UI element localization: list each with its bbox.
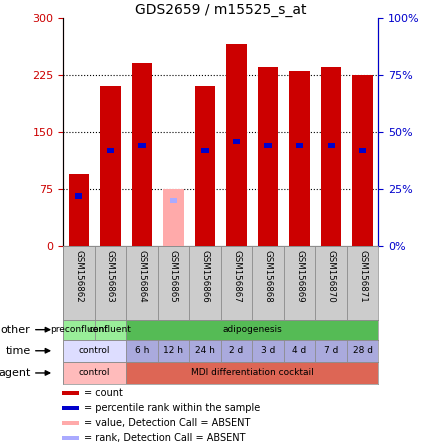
- Bar: [352, 75, 372, 246]
- Text: GSM156864: GSM156864: [137, 250, 146, 303]
- Bar: [63, 362, 126, 384]
- Text: 12 h: 12 h: [163, 346, 183, 355]
- Text: = count: = count: [84, 388, 123, 398]
- Text: = percentile rank within the sample: = percentile rank within the sample: [84, 403, 260, 413]
- Bar: [252, 340, 283, 362]
- Bar: [226, 44, 246, 246]
- Bar: [315, 246, 346, 320]
- Bar: [320, 67, 341, 246]
- Bar: [283, 246, 315, 320]
- Text: 2 d: 2 d: [229, 346, 243, 355]
- Bar: [346, 340, 378, 362]
- Bar: [163, 189, 183, 246]
- Text: 6 h: 6 h: [135, 346, 149, 355]
- Text: 24 h: 24 h: [194, 346, 214, 355]
- Text: other: other: [1, 325, 30, 335]
- Text: time: time: [5, 346, 30, 356]
- Text: adipogenesis: adipogenesis: [222, 325, 282, 334]
- Text: GSM156866: GSM156866: [200, 250, 209, 303]
- Bar: [194, 86, 215, 246]
- Bar: [233, 139, 240, 144]
- Bar: [62, 421, 79, 424]
- Bar: [201, 148, 208, 153]
- Text: GSM156863: GSM156863: [105, 250, 115, 303]
- Bar: [126, 246, 157, 320]
- Bar: [327, 143, 334, 148]
- Text: control: control: [79, 346, 110, 355]
- Text: control: control: [79, 369, 110, 377]
- Text: GSM156869: GSM156869: [294, 250, 303, 303]
- Text: GSM156865: GSM156865: [168, 250, 178, 303]
- Bar: [358, 148, 365, 153]
- Text: GSM156867: GSM156867: [231, 250, 240, 303]
- Bar: [126, 362, 378, 384]
- Text: 28 d: 28 d: [352, 346, 372, 355]
- Bar: [315, 340, 346, 362]
- Bar: [63, 246, 95, 320]
- Bar: [252, 246, 283, 320]
- Text: MDI differentiation cocktail: MDI differentiation cocktail: [191, 369, 313, 377]
- Bar: [62, 392, 79, 395]
- Bar: [283, 340, 315, 362]
- Bar: [189, 246, 220, 320]
- Bar: [157, 340, 189, 362]
- Bar: [126, 320, 378, 340]
- Text: GSM156870: GSM156870: [326, 250, 335, 303]
- Text: GSM156871: GSM156871: [357, 250, 366, 303]
- Bar: [62, 406, 79, 410]
- Bar: [220, 246, 252, 320]
- Bar: [63, 320, 95, 340]
- Bar: [157, 246, 189, 320]
- Text: confluent: confluent: [89, 325, 132, 334]
- Bar: [62, 436, 79, 440]
- Text: GSM156862: GSM156862: [74, 250, 83, 303]
- Bar: [220, 340, 252, 362]
- Text: 7 d: 7 d: [323, 346, 338, 355]
- Text: preconfluent: preconfluent: [50, 325, 108, 334]
- Bar: [126, 340, 157, 362]
- Bar: [75, 194, 82, 199]
- Bar: [170, 198, 177, 203]
- Text: 3 d: 3 d: [260, 346, 275, 355]
- Text: = rank, Detection Call = ABSENT: = rank, Detection Call = ABSENT: [84, 433, 245, 443]
- Text: 4 d: 4 d: [292, 346, 306, 355]
- Bar: [138, 143, 145, 148]
- Text: GSM156868: GSM156868: [263, 250, 272, 303]
- Bar: [95, 320, 126, 340]
- Bar: [100, 86, 120, 246]
- Bar: [346, 246, 378, 320]
- Bar: [289, 71, 309, 246]
- Bar: [69, 174, 89, 246]
- Text: = value, Detection Call = ABSENT: = value, Detection Call = ABSENT: [84, 418, 250, 428]
- Title: GDS2659 / m15525_s_at: GDS2659 / m15525_s_at: [135, 3, 306, 17]
- Bar: [63, 340, 126, 362]
- Text: agent: agent: [0, 368, 30, 378]
- Bar: [264, 143, 271, 148]
- Bar: [257, 67, 278, 246]
- Bar: [189, 340, 220, 362]
- Bar: [95, 246, 126, 320]
- Bar: [296, 143, 302, 148]
- Bar: [107, 148, 114, 153]
- Bar: [132, 63, 152, 246]
